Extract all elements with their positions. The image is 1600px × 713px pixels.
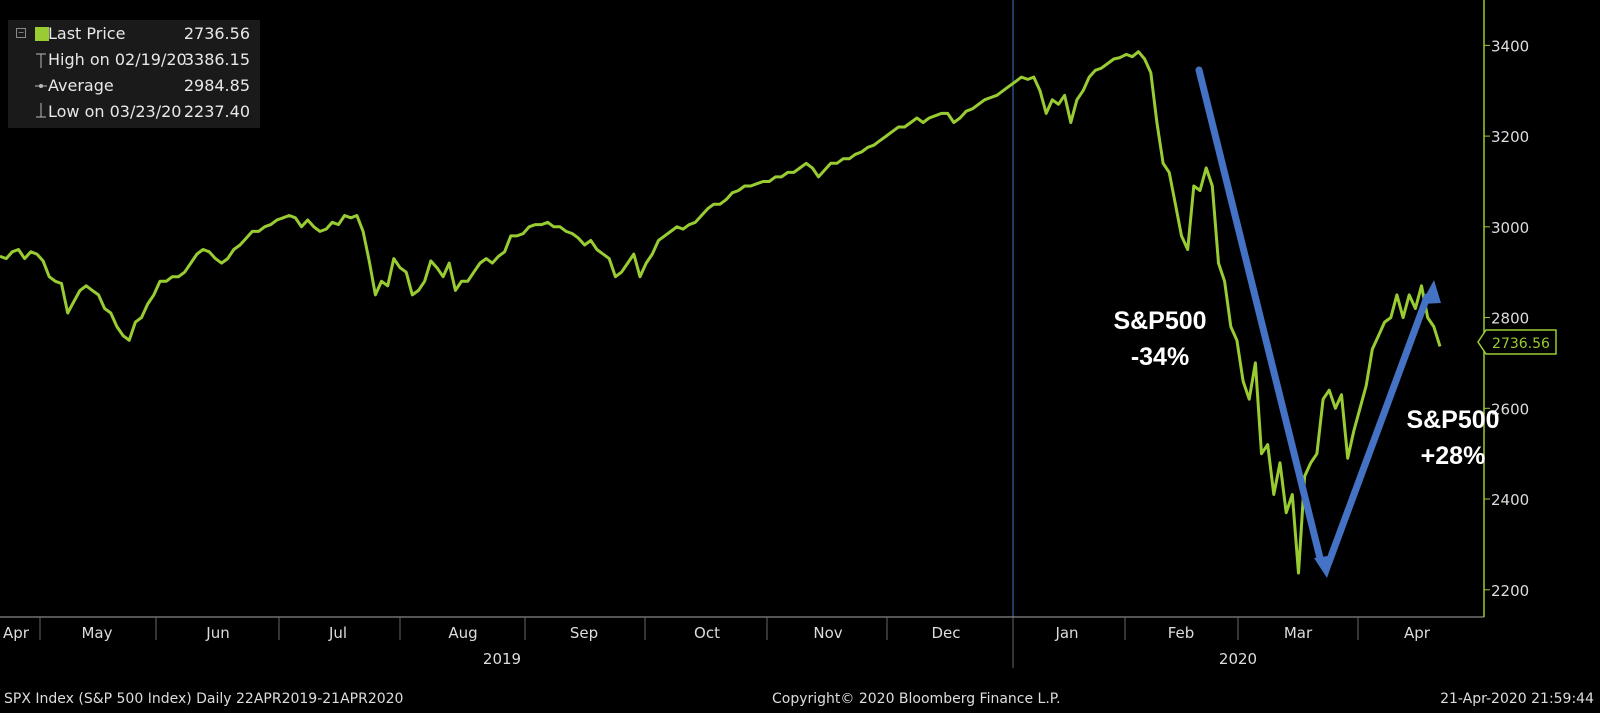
x-month-label: Apr <box>3 624 30 642</box>
price-series-line <box>0 50 1442 575</box>
x-month-label: Dec <box>931 624 960 642</box>
recovery-annotation-line1: S&P500 <box>1406 406 1499 434</box>
legend-value: 2984.85 <box>183 76 250 95</box>
average-marker-icon <box>35 84 47 88</box>
x-month-label: Apr <box>1404 624 1431 642</box>
y-tick-label: 3400 <box>1491 37 1529 55</box>
y-tick-label: 2800 <box>1491 310 1529 328</box>
recovery-arrow <box>1325 280 1441 566</box>
x-month-label: Jul <box>328 624 347 642</box>
legend-value: 3386.15 <box>183 50 250 69</box>
high-marker-icon <box>36 53 46 68</box>
x-month-label: Jan <box>1054 624 1078 642</box>
y-tick-label: 2600 <box>1491 400 1529 418</box>
y-tick-label: 3000 <box>1491 219 1529 237</box>
legend-row-low: Low on 03/23/20 2237.40 <box>8 100 260 124</box>
x-axis: Apr May Jun Jul Aug Sep Oct Nov Dec Jan Feb Mar Apr 2… <box>3 617 1431 668</box>
low-marker-icon <box>36 103 46 118</box>
y-tick-label: 2400 <box>1491 491 1529 509</box>
footer-security-info: SPX Index (S&P 500 Index) Daily 22APR201… <box>4 691 404 707</box>
legend-label: Average <box>48 76 114 95</box>
legend-row-average: Average 2984.85 <box>8 74 260 98</box>
x-year-label: 2020 <box>1219 650 1257 668</box>
x-month-label: May <box>81 624 112 642</box>
legend-label: Low on 03/23/20 <box>48 102 182 121</box>
recovery-annotation-line2: +28% <box>1421 442 1486 470</box>
legend-value: 2736.56 <box>183 24 250 43</box>
footer-timestamp: 21-Apr-2020 21:59:44 <box>1440 691 1594 707</box>
y-axis: 2200 2400 2600 2800 3000 3200 3400 <box>1484 37 1529 600</box>
legend: − Last Price 2736.56 High on 02/19/20 33… <box>8 20 260 128</box>
decline-annotation-line1: S&P500 <box>1113 307 1206 335</box>
x-month-label: Feb <box>1168 624 1195 642</box>
collapse-icon[interactable]: − <box>16 28 26 38</box>
last-price-tag: 2736.56 <box>1477 329 1557 355</box>
legend-label: Last Price <box>48 24 126 43</box>
decline-arrow <box>1195 66 1335 578</box>
legend-label: High on 02/19/20 <box>48 50 187 69</box>
y-tick-label: 3200 <box>1491 128 1529 146</box>
x-year-label: 2019 <box>483 650 521 668</box>
x-month-label: Jun <box>205 624 229 642</box>
x-month-label: Aug <box>448 624 477 642</box>
legend-row-last-price: − Last Price 2736.56 <box>8 22 260 46</box>
x-month-label: Oct <box>694 624 720 642</box>
legend-value: 2237.40 <box>183 102 250 121</box>
legend-row-high: High on 02/19/20 3386.15 <box>8 48 260 72</box>
last-price-swatch-icon <box>35 27 49 41</box>
last-price-tag-text: 2736.56 <box>1492 336 1550 352</box>
decline-annotation-line2: -34% <box>1131 343 1189 371</box>
y-tick-label: 2200 <box>1491 582 1529 600</box>
footer-copyright: Copyright© 2020 Bloomberg Finance L.P. <box>772 691 1061 707</box>
x-month-label: Nov <box>813 624 842 642</box>
x-month-label: Sep <box>570 624 598 642</box>
x-month-label: Mar <box>1284 624 1313 642</box>
